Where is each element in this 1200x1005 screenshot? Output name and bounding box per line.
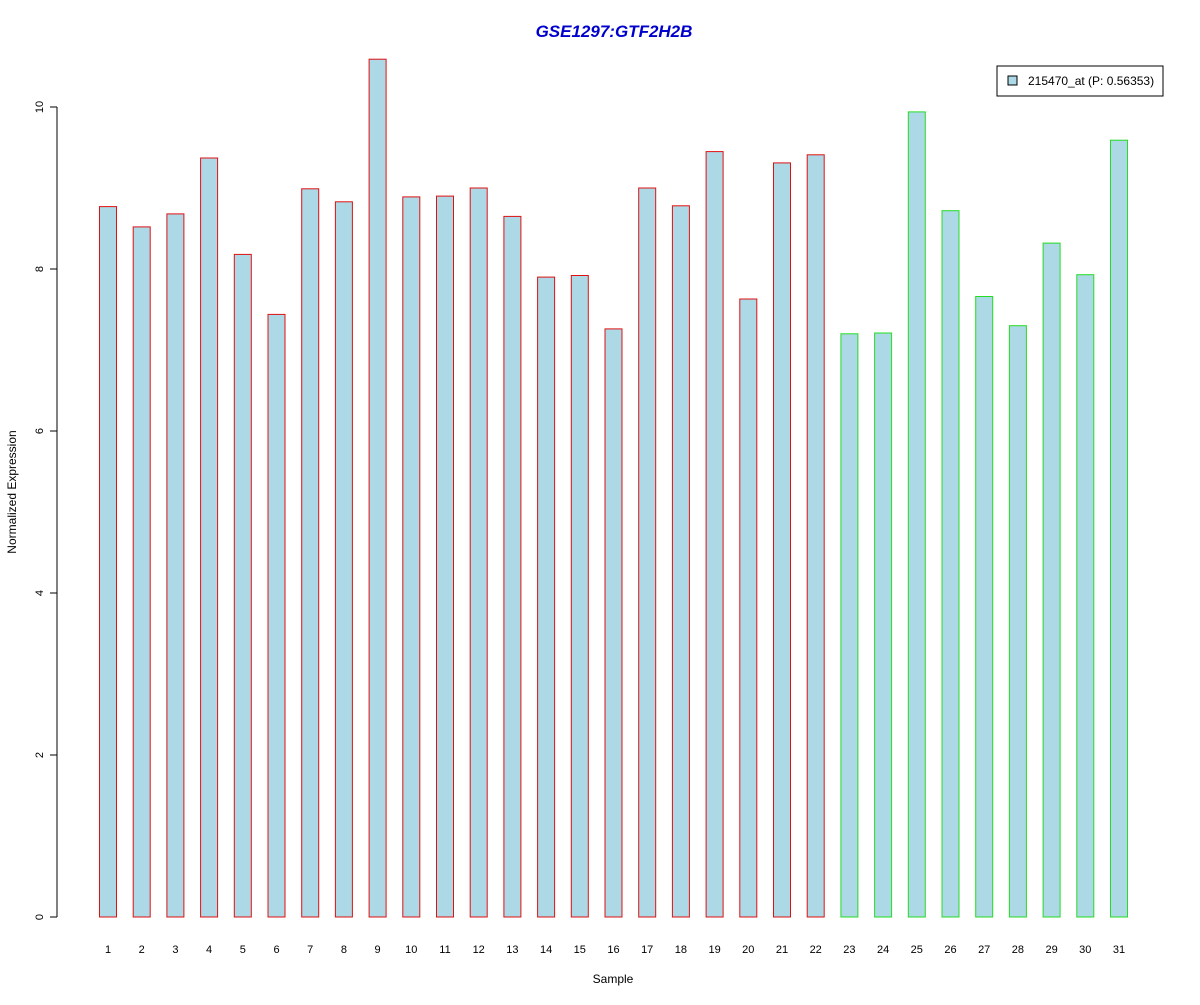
x-tick-label: 23 — [843, 944, 855, 956]
y-tick-label: 10 — [34, 101, 46, 113]
bar-sample-31 — [1110, 139, 1128, 918]
bar-sample-16 — [604, 328, 623, 918]
x-tick-label: 25 — [911, 944, 923, 956]
x-tick-label: 20 — [742, 944, 754, 956]
bar-sample-22 — [806, 154, 825, 918]
bar-sample-15 — [570, 275, 589, 918]
bar-sample-12 — [469, 187, 488, 918]
bar-sample-29 — [1042, 242, 1061, 918]
bar-sample-26 — [941, 210, 960, 918]
bar-sample-19 — [705, 151, 724, 918]
y-tick-label: 4 — [34, 590, 46, 596]
bar-sample-11 — [436, 195, 454, 918]
x-tick-label: 11 — [439, 944, 450, 956]
x-tick-label: 3 — [172, 944, 178, 956]
x-tick-label: 19 — [708, 944, 720, 956]
x-tick-label: 12 — [473, 944, 485, 956]
x-tick-label: 14 — [540, 944, 552, 956]
x-tick-label: 21 — [776, 944, 788, 956]
x-tick-label: 15 — [574, 944, 586, 956]
x-tick-label: 27 — [978, 944, 990, 956]
x-tick-label: 17 — [641, 944, 653, 956]
x-axis-tick-labels: 1 2 3 4 5 6 7 8 9 10 11 12 13 14 15 16 17 18 19 20 21 22 23 24 2… — [105, 944, 1125, 956]
legend-label: 215470_at (P: 0.56353) — [1028, 74, 1154, 88]
x-tick-label: 22 — [810, 944, 822, 956]
x-tick-label: 2 — [139, 944, 145, 956]
x-tick-label: 18 — [675, 944, 687, 956]
x-tick-label: 16 — [607, 944, 619, 956]
bar-sample-13 — [503, 215, 522, 918]
bar-sample-28 — [1008, 325, 1027, 918]
x-tick-label: 1 — [105, 944, 111, 956]
bar-sample-8 — [334, 201, 353, 918]
bar-sample-21 — [773, 162, 791, 918]
bar-sample-3 — [166, 213, 185, 918]
legend: 215470_at (P: 0.56353) — [996, 65, 1164, 97]
x-tick-label: 13 — [506, 944, 518, 956]
x-tick-label: 10 — [405, 944, 417, 956]
y-tick-label: 0 — [34, 914, 46, 920]
x-tick-label: 28 — [1012, 944, 1024, 956]
bar-sample-23 — [840, 333, 859, 918]
x-tick-label: 5 — [240, 944, 246, 956]
bar-sample-17 — [638, 187, 657, 918]
x-tick-label: 31 — [1113, 944, 1125, 956]
x-tick-label: 6 — [273, 944, 279, 956]
bar-sample-5 — [233, 253, 252, 918]
bar-sample-25 — [907, 111, 926, 918]
y-axis-title: Normalized Expression — [5, 430, 19, 553]
bar-sample-24 — [874, 332, 893, 918]
x-tick-label: 29 — [1045, 944, 1057, 956]
bar-sample-4 — [200, 157, 219, 918]
legend-swatch — [1007, 75, 1018, 86]
bar-sample-2 — [132, 226, 151, 918]
y-axis: 0 2 4 6 8 10 — [34, 101, 58, 920]
bar-sample-1 — [99, 206, 117, 918]
chart-title: GSE1297:GTF2H2B — [536, 22, 693, 41]
y-tick-label: 2 — [34, 752, 46, 758]
x-tick-label: 4 — [206, 944, 212, 956]
y-tick-label: 6 — [34, 428, 46, 434]
x-axis-title: Sample — [593, 972, 634, 986]
legend-box — [996, 65, 1164, 97]
x-tick-label: 24 — [877, 944, 889, 956]
bar-sample-9 — [368, 58, 387, 918]
x-tick-label: 30 — [1079, 944, 1091, 956]
y-tick-label: 8 — [34, 266, 46, 272]
bar-sample-18 — [671, 205, 690, 918]
x-tick-label: 26 — [944, 944, 956, 956]
bar-sample-10 — [402, 196, 421, 918]
bar-sample-30 — [1076, 274, 1095, 918]
x-tick-label: 7 — [307, 944, 313, 956]
bar-sample-14 — [537, 276, 556, 918]
bar-sample-27 — [975, 296, 994, 918]
x-tick-label: 9 — [375, 944, 381, 956]
bars-group — [99, 58, 1128, 918]
bar-sample-20 — [739, 298, 758, 918]
bar-sample-6 — [267, 313, 286, 918]
x-tick-label: 8 — [341, 944, 347, 956]
bar-sample-7 — [301, 188, 320, 918]
